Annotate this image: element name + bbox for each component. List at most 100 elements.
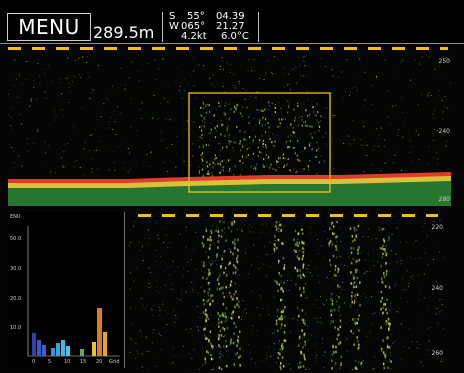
echo-speck — [376, 75, 377, 77]
echo-speck — [282, 309, 285, 312]
echo-speck — [158, 332, 160, 334]
echo-speck — [356, 229, 357, 231]
echo-speck — [352, 257, 354, 259]
echo-speck — [220, 133, 222, 136]
echo-speck — [384, 248, 386, 251]
echo-speck — [427, 262, 429, 264]
echo-speck — [310, 142, 312, 144]
hist-bar — [37, 340, 41, 356]
echo-speck — [90, 158, 92, 160]
echo-speck — [248, 116, 250, 119]
echo-speck — [222, 355, 224, 357]
echo-speck — [176, 136, 178, 138]
echo-speck — [215, 108, 217, 110]
echo-speck — [446, 140, 448, 142]
echo-speck — [193, 122, 195, 123]
echo-speck — [336, 220, 338, 224]
echo-speck — [337, 236, 339, 237]
echo-speck — [268, 314, 270, 316]
echo-speck — [217, 337, 220, 341]
echo-speck — [430, 326, 432, 328]
echo-speck — [323, 366, 325, 368]
echo-speck — [335, 300, 338, 303]
echo-speck — [218, 240, 220, 243]
echo-speck — [377, 261, 379, 263]
echo-speck — [420, 348, 422, 350]
echo-speck — [229, 344, 231, 346]
menu-button[interactable]: MENU — [7, 13, 91, 41]
echo-speck — [273, 248, 276, 251]
echo-speck — [284, 118, 287, 121]
echo-speck — [281, 344, 283, 348]
echo-speck — [296, 269, 299, 273]
echo-speck — [226, 145, 228, 148]
echo-speck — [259, 268, 261, 270]
echo-speck — [297, 105, 299, 107]
hist-bar — [97, 308, 102, 356]
upper-echogram[interactable]: 250 240 280 — [8, 56, 451, 206]
echo-speck — [78, 74, 80, 75]
echo-speck — [44, 73, 46, 75]
echo-speck — [124, 141, 126, 143]
echo-speck — [211, 172, 213, 173]
echo-speck — [260, 151, 262, 154]
echo-speck — [320, 155, 322, 157]
echo-speck — [293, 132, 295, 134]
echo-speck — [274, 224, 277, 228]
echo-speck — [298, 314, 300, 318]
echo-speck — [222, 292, 224, 295]
echo-speck — [204, 121, 206, 123]
echo-speck — [356, 293, 359, 296]
echo-speck — [303, 242, 305, 245]
echo-speck — [16, 93, 18, 95]
lon-hemisphere: W — [169, 21, 179, 32]
echo-speck — [265, 165, 268, 168]
echo-speck — [225, 285, 227, 289]
echo-speck — [353, 259, 355, 260]
echo-speck — [371, 85, 373, 87]
echo-speck — [428, 56, 430, 58]
echo-speck — [275, 169, 277, 172]
echo-speck — [73, 166, 75, 168]
echo-speck — [287, 274, 289, 276]
echo-speck — [265, 71, 266, 73]
lat-minutes: 04.39 — [216, 11, 245, 22]
echo-speck — [441, 304, 443, 306]
echo-speck — [384, 353, 387, 357]
echo-speck — [288, 83, 290, 85]
echo-speck — [349, 94, 350, 96]
echo-speck — [437, 322, 439, 324]
echo-speck — [156, 286, 158, 288]
echo-speck — [312, 106, 314, 109]
echo-speck — [284, 157, 286, 160]
echo-speck — [237, 339, 239, 342]
echo-speck — [306, 124, 308, 127]
echo-speck — [265, 146, 267, 149]
echo-speck — [230, 107, 232, 110]
echo-speck — [103, 103, 105, 105]
zoom-echogram[interactable]: 220 240 260 — [128, 220, 444, 370]
echo-speck — [424, 252, 426, 254]
echo-speck — [210, 263, 212, 266]
echo-speck — [211, 347, 214, 350]
echo-speck — [233, 150, 235, 152]
echo-speck — [229, 72, 231, 73]
echo-speck — [234, 266, 237, 269]
echo-speck — [311, 275, 313, 277]
echo-speck — [358, 329, 360, 332]
echo-speck — [204, 271, 206, 273]
echo-speck — [33, 80, 35, 82]
echo-speck — [303, 353, 305, 357]
echo-speck — [21, 123, 22, 125]
echo-speck — [398, 71, 400, 73]
echo-speck — [411, 341, 413, 343]
echo-speck — [237, 341, 240, 344]
echo-speck — [317, 125, 319, 126]
zoom-selection-box[interactable] — [188, 92, 331, 193]
echo-speck — [197, 317, 199, 319]
echo-speck — [327, 223, 329, 225]
echo-speck — [287, 100, 289, 102]
echo-speck — [408, 285, 410, 287]
echo-speck — [265, 73, 267, 75]
echo-speck — [388, 236, 390, 239]
